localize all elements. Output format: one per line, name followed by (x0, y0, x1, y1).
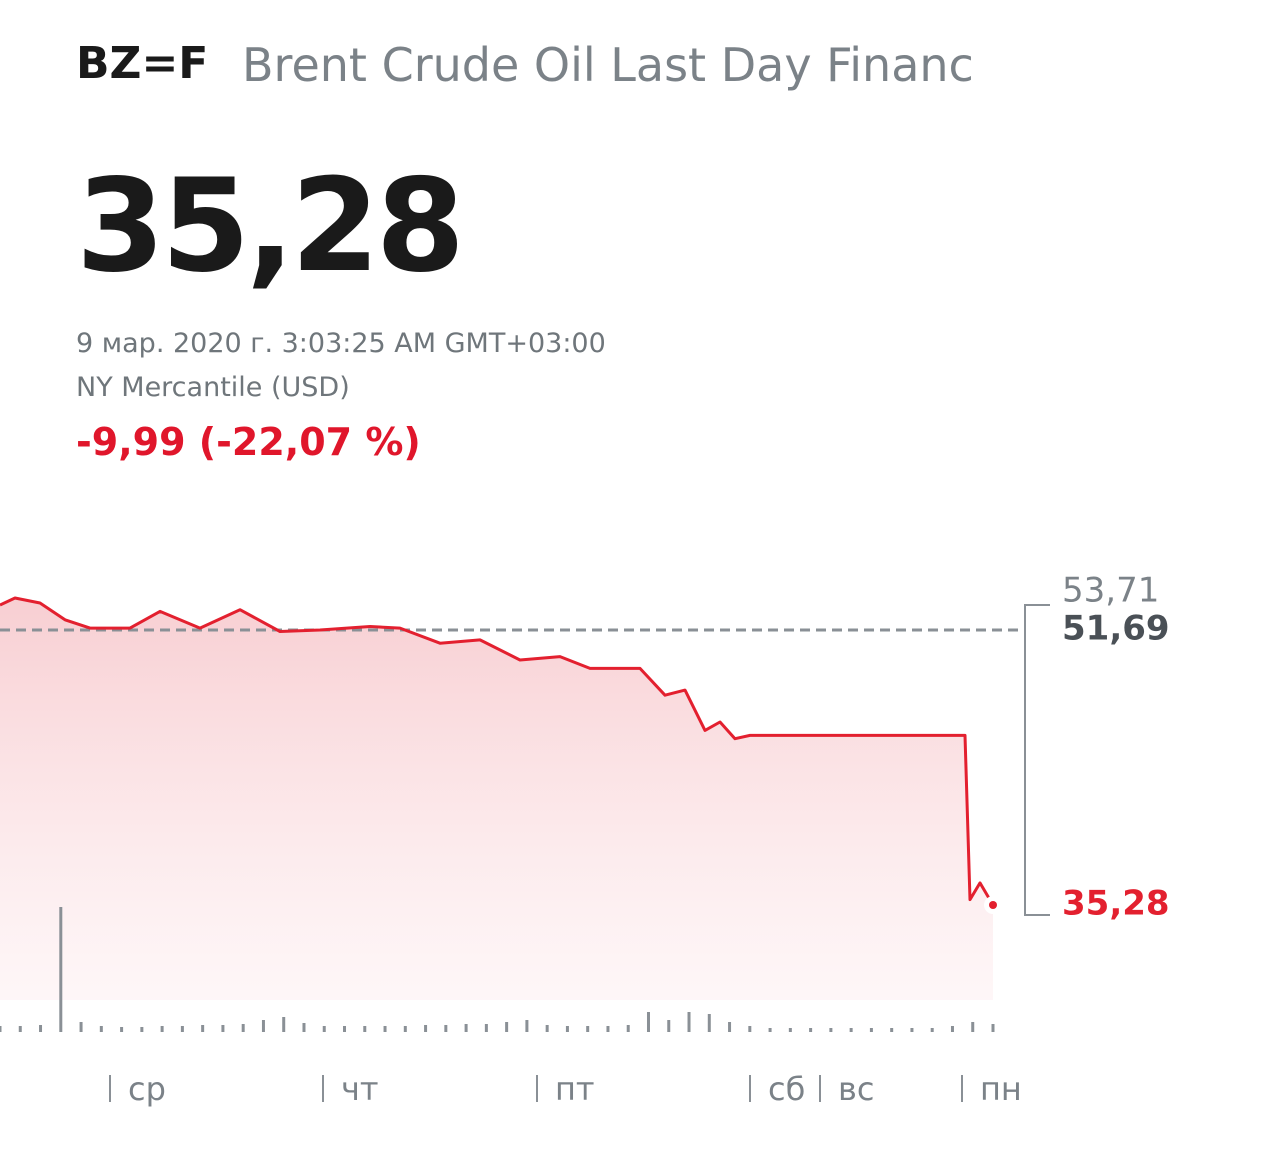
volume-bar (343, 1026, 347, 1032)
volume-bar (424, 1025, 428, 1032)
volume-bar (565, 1026, 569, 1032)
volume-bar (180, 1026, 184, 1032)
area-fill (0, 598, 993, 1000)
volume-bar (950, 1026, 954, 1032)
volume-bar (687, 1012, 691, 1032)
volume-bar (79, 1022, 83, 1032)
volume-bar (728, 1022, 732, 1032)
volume-bar (930, 1028, 934, 1032)
volume-bar (748, 1026, 752, 1032)
y-value-label: 51,69 (1062, 608, 1170, 648)
volume-bar (768, 1028, 772, 1032)
volume-bar (910, 1028, 914, 1032)
timestamp: 9 мар. 2020 г. 3:03:25 AM GMT+03:00 (76, 328, 606, 359)
volume-bar (363, 1026, 367, 1032)
volume-bar (120, 1027, 124, 1032)
volume-bar (606, 1026, 610, 1032)
volume-bar (0, 1026, 2, 1032)
volume-bar (991, 1024, 995, 1032)
volume-bar (809, 1028, 813, 1032)
volume-bar (99, 1026, 103, 1032)
volume-bar (869, 1028, 873, 1032)
x-tick-label: чт (341, 1070, 379, 1108)
symbol: BZ=F (76, 38, 209, 89)
volume-bar (890, 1028, 894, 1032)
range-bracket (1024, 604, 1050, 916)
volume-bar (505, 1022, 509, 1032)
volume-bar (484, 1024, 488, 1032)
volume-bar (849, 1028, 853, 1032)
x-tick-label: пн (980, 1070, 1022, 1108)
volume-bar (403, 1026, 407, 1032)
instrument-name: Brent Crude Oil Last Day Financ (242, 38, 974, 92)
volume-bar (140, 1027, 144, 1032)
volume-bar (667, 1020, 671, 1032)
volume-bar (525, 1020, 529, 1032)
volume-bar (626, 1025, 630, 1032)
volume-bar (322, 1026, 326, 1032)
volume-bar (282, 1017, 286, 1032)
volume-bar (302, 1023, 306, 1032)
x-tick-label: пт (555, 1070, 595, 1108)
volume-bar (201, 1025, 205, 1032)
volume-bar (646, 1012, 650, 1032)
volume-bar (707, 1014, 711, 1032)
volume-bar (221, 1025, 225, 1032)
volume-bar (586, 1026, 590, 1032)
volume-bar (39, 1025, 43, 1032)
y-value-label: 53,71 (1062, 571, 1159, 611)
exchange: NY Mercantile (USD) (76, 372, 350, 403)
volume-bar (241, 1024, 245, 1032)
y-value-label: 35,28 (1062, 884, 1170, 924)
volume-bar (829, 1028, 833, 1032)
volume-bar (18, 1026, 22, 1032)
volume-bar (160, 1026, 164, 1032)
volume-bar (444, 1025, 448, 1032)
volume-bar (545, 1025, 549, 1032)
volume-bar (971, 1022, 975, 1032)
last-point (989, 901, 997, 910)
volume-bar (464, 1024, 468, 1032)
volume-bar (261, 1020, 265, 1032)
volume-bar (788, 1028, 792, 1032)
x-tick-label: ср (128, 1070, 166, 1108)
x-tick-label: сб (768, 1070, 805, 1108)
volume-bar (59, 907, 63, 1032)
x-tick-label: вс (838, 1070, 874, 1108)
change: -9,99 (-22,07 %) (76, 420, 421, 464)
volume-bar (383, 1026, 387, 1032)
price: 35,28 (76, 152, 465, 301)
price-line (0, 596, 995, 906)
